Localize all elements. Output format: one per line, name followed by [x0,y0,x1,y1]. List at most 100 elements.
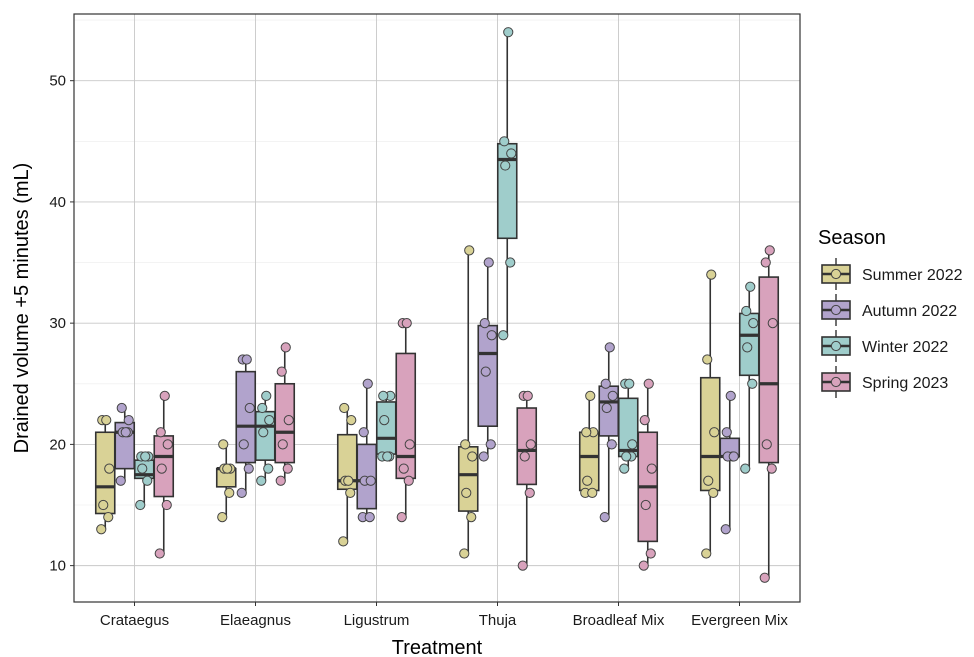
x-tick-label: Evergreen Mix [691,612,788,629]
data-point [599,512,610,523]
legend-point [830,376,842,388]
box-autumn-2022-crataegus [114,402,136,486]
plot-border [73,13,801,603]
data-point [639,415,650,426]
data-point [524,487,535,498]
data-point [222,463,233,474]
data-point [261,390,272,401]
box-autumn-2022-evergreen-mix [719,390,741,535]
data-point [728,451,739,462]
data-point [346,415,357,426]
x-tick-label: Ligustrum [344,612,410,629]
y-tick-label: 20 [49,436,66,453]
data-point [600,378,611,389]
data-point [155,427,166,438]
y-tick-label: 40 [49,194,66,211]
box-summer-2022-thuja [457,245,479,559]
data-point [244,402,255,414]
data-point [140,451,151,462]
box-spring-2023-crataegus [153,390,175,559]
box-summer-2022-crataegus [94,415,116,535]
data-point [159,390,170,401]
box-autumn-2022-ligustrum [356,378,378,523]
legend-title: Season [818,227,886,249]
data-point [339,402,350,414]
data-point [241,354,252,365]
data-point [379,415,390,426]
data-point [275,475,286,486]
data-point [161,499,172,511]
data-point [767,318,778,329]
data-point [137,463,148,474]
data-point [764,245,775,256]
data-point [519,451,530,462]
data-point [709,427,720,438]
data-point [243,463,254,474]
data-point [606,439,617,450]
data-point [135,499,146,511]
data-point [517,560,528,571]
boxes [94,27,780,583]
data-point [607,390,618,401]
data-point [283,415,294,426]
data-point [760,257,771,268]
data-point [627,439,638,450]
box-iqr [758,276,780,464]
data-point [280,342,291,353]
data-point [276,366,287,377]
data-point [101,415,112,426]
data-point [396,512,407,523]
data-point [382,451,393,462]
data-point [503,27,514,38]
legend-item-summer-2022: Summer 2022 [821,258,963,290]
data-point [282,463,293,474]
data-point [604,342,615,353]
x-tick-label: Elaeagnus [220,612,291,629]
data-point [103,512,114,523]
box-summer-2022-elaeagnus [215,439,237,523]
data-point [464,245,475,256]
data-point [162,439,173,450]
box-autumn-2022-broadleaf-mix [598,342,620,523]
data-point [522,390,533,401]
data-point [277,439,288,450]
data-point [460,439,471,450]
data-point [701,548,712,559]
box-spring-2023-elaeagnus [274,342,296,486]
data-point [505,257,516,268]
data-point [459,548,470,559]
data-point [115,475,126,486]
data-point [645,548,656,559]
data-point [104,463,115,474]
data-point [480,366,491,377]
box-autumn-2022-elaeagnus [235,354,257,498]
data-point [585,390,596,401]
data-point [759,572,770,583]
data-point [525,439,536,450]
box-spring-2023-thuja [516,390,538,571]
data-point [638,560,649,571]
data-point [364,512,375,523]
data-point [263,463,274,474]
data-point [582,475,593,486]
data-point [741,305,752,317]
legend-item-winter-2022: Winter 2022 [821,330,948,362]
data-point [500,160,511,171]
data-point [485,439,496,450]
data-point [257,402,268,414]
legend-point [830,268,842,280]
data-point [358,427,369,438]
data-point [236,487,247,498]
data-point [345,487,356,498]
data-point [483,257,494,268]
box-winter-2022-crataegus [133,451,155,511]
data-point [581,427,592,438]
data-point [256,475,267,486]
data-point [116,402,127,414]
x-axis-title: Treatment [392,637,483,657]
legend-label: Winter 2022 [862,339,948,356]
data-point [708,487,719,498]
data-point [643,378,654,389]
data-point [624,378,635,389]
data-point [486,330,497,341]
